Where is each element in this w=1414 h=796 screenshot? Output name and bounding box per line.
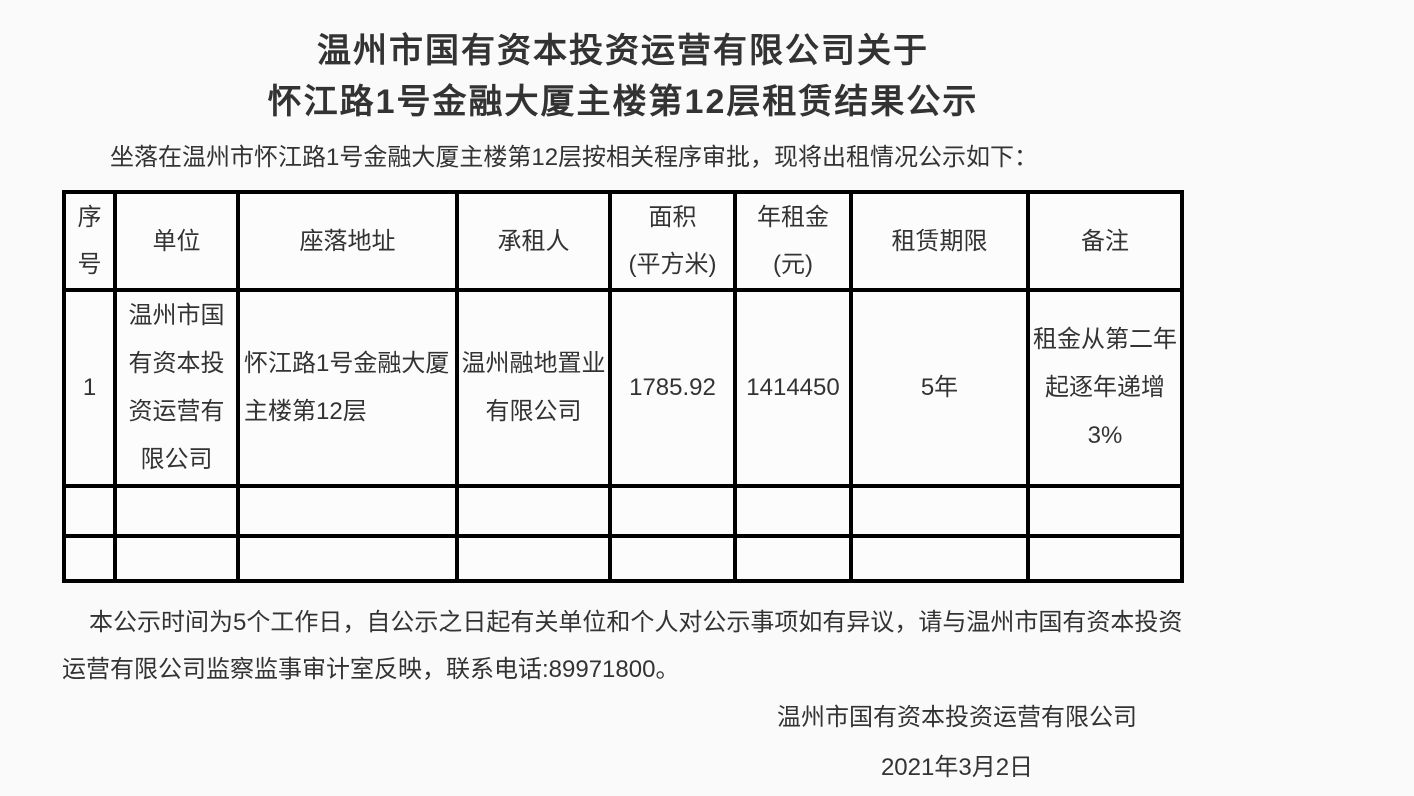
cell-area [608, 484, 737, 538]
column-header-address: 座落地址 [236, 190, 459, 292]
cell-area [608, 534, 737, 583]
cell-annual-rent: 1414450 [733, 288, 853, 488]
cell-lessee: 温州融地置业有限公司 [455, 288, 612, 488]
lease-results-table: 序号 单位 座落地址 承租人 面积 (平方米) 年租金 (元) 租赁期限 备注 1 温州市国有资… [62, 190, 1184, 583]
table-body: 1 温州市国有资本投资运营有限公司 怀江路1号金融大厦主楼第12层 温州融地置业有限公… [62, 288, 1184, 583]
column-header-lease-term: 租赁期限 [849, 190, 1030, 292]
document-title-line2: 怀江路1号金融大厦主楼第12层租赁结果公示 [267, 83, 979, 121]
signature-block: 温州市国有资本投资运营有限公司 2021年3月2日 [707, 701, 1207, 785]
cell-unit [113, 534, 240, 583]
column-header-unit: 单位 [113, 190, 240, 292]
cell-lease-term [849, 534, 1030, 583]
cell-remarks: 租金从第二年起逐年递增3% [1026, 288, 1184, 488]
table-header-row: 序号 单位 座落地址 承租人 面积 (平方米) 年租金 (元) 租赁期限 备注 [62, 190, 1184, 292]
cell-unit [113, 484, 240, 538]
announcement-document: 温州市国有资本投资运营有限公司关于 怀江路1号金融大厦主楼第12层租赁结果公示 … [62, 0, 1184, 785]
cell-index: 1 [62, 288, 117, 488]
cell-address: 怀江路1号金融大厦主楼第12层 [236, 288, 459, 488]
notice-paragraph: 本公示时间为5个工作日，自公示之日起有关单位和个人对公示事项如有异议，请与温州市… [62, 609, 1183, 683]
signature-date: 2021年3月2日 [880, 754, 1034, 781]
cell-address [236, 534, 459, 583]
table-row-empty [62, 534, 1184, 583]
cell-area: 1785.92 [608, 288, 737, 488]
cell-index [62, 534, 117, 583]
signature-company: 温州市国有资本投资运营有限公司 [777, 704, 1137, 731]
cell-lease-term [849, 484, 1030, 538]
cell-annual-rent [733, 534, 853, 583]
table-row: 1 温州市国有资本投资运营有限公司 怀江路1号金融大厦主楼第12层 温州融地置业有限公… [62, 288, 1184, 488]
cell-remarks [1026, 484, 1184, 538]
column-header-index: 序号 [62, 190, 117, 292]
table-header: 序号 单位 座落地址 承租人 面积 (平方米) 年租金 (元) 租赁期限 备注 [62, 190, 1184, 292]
cell-annual-rent [733, 484, 853, 538]
document-title-line1: 温州市国有资本投资运营有限公司关于 [317, 32, 929, 70]
intro-paragraph: 坐落在温州市怀江路1号金融大厦主楼第12层按相关程序审批，现将出租情况公示如下： [110, 144, 1039, 171]
cell-remarks [1026, 534, 1184, 583]
cell-address [236, 484, 459, 538]
cell-unit: 温州市国有资本投资运营有限公司 [113, 288, 240, 488]
column-header-annual-rent: 年租金 (元) [733, 190, 853, 292]
column-header-remarks: 备注 [1026, 190, 1184, 292]
cell-lessee [455, 534, 612, 583]
cell-index [62, 484, 117, 538]
table-row-empty [62, 484, 1184, 538]
cell-lessee [455, 484, 612, 538]
column-header-lessee: 承租人 [455, 190, 612, 292]
column-header-area: 面积 (平方米) [608, 190, 737, 292]
cell-lease-term: 5年 [849, 288, 1030, 488]
